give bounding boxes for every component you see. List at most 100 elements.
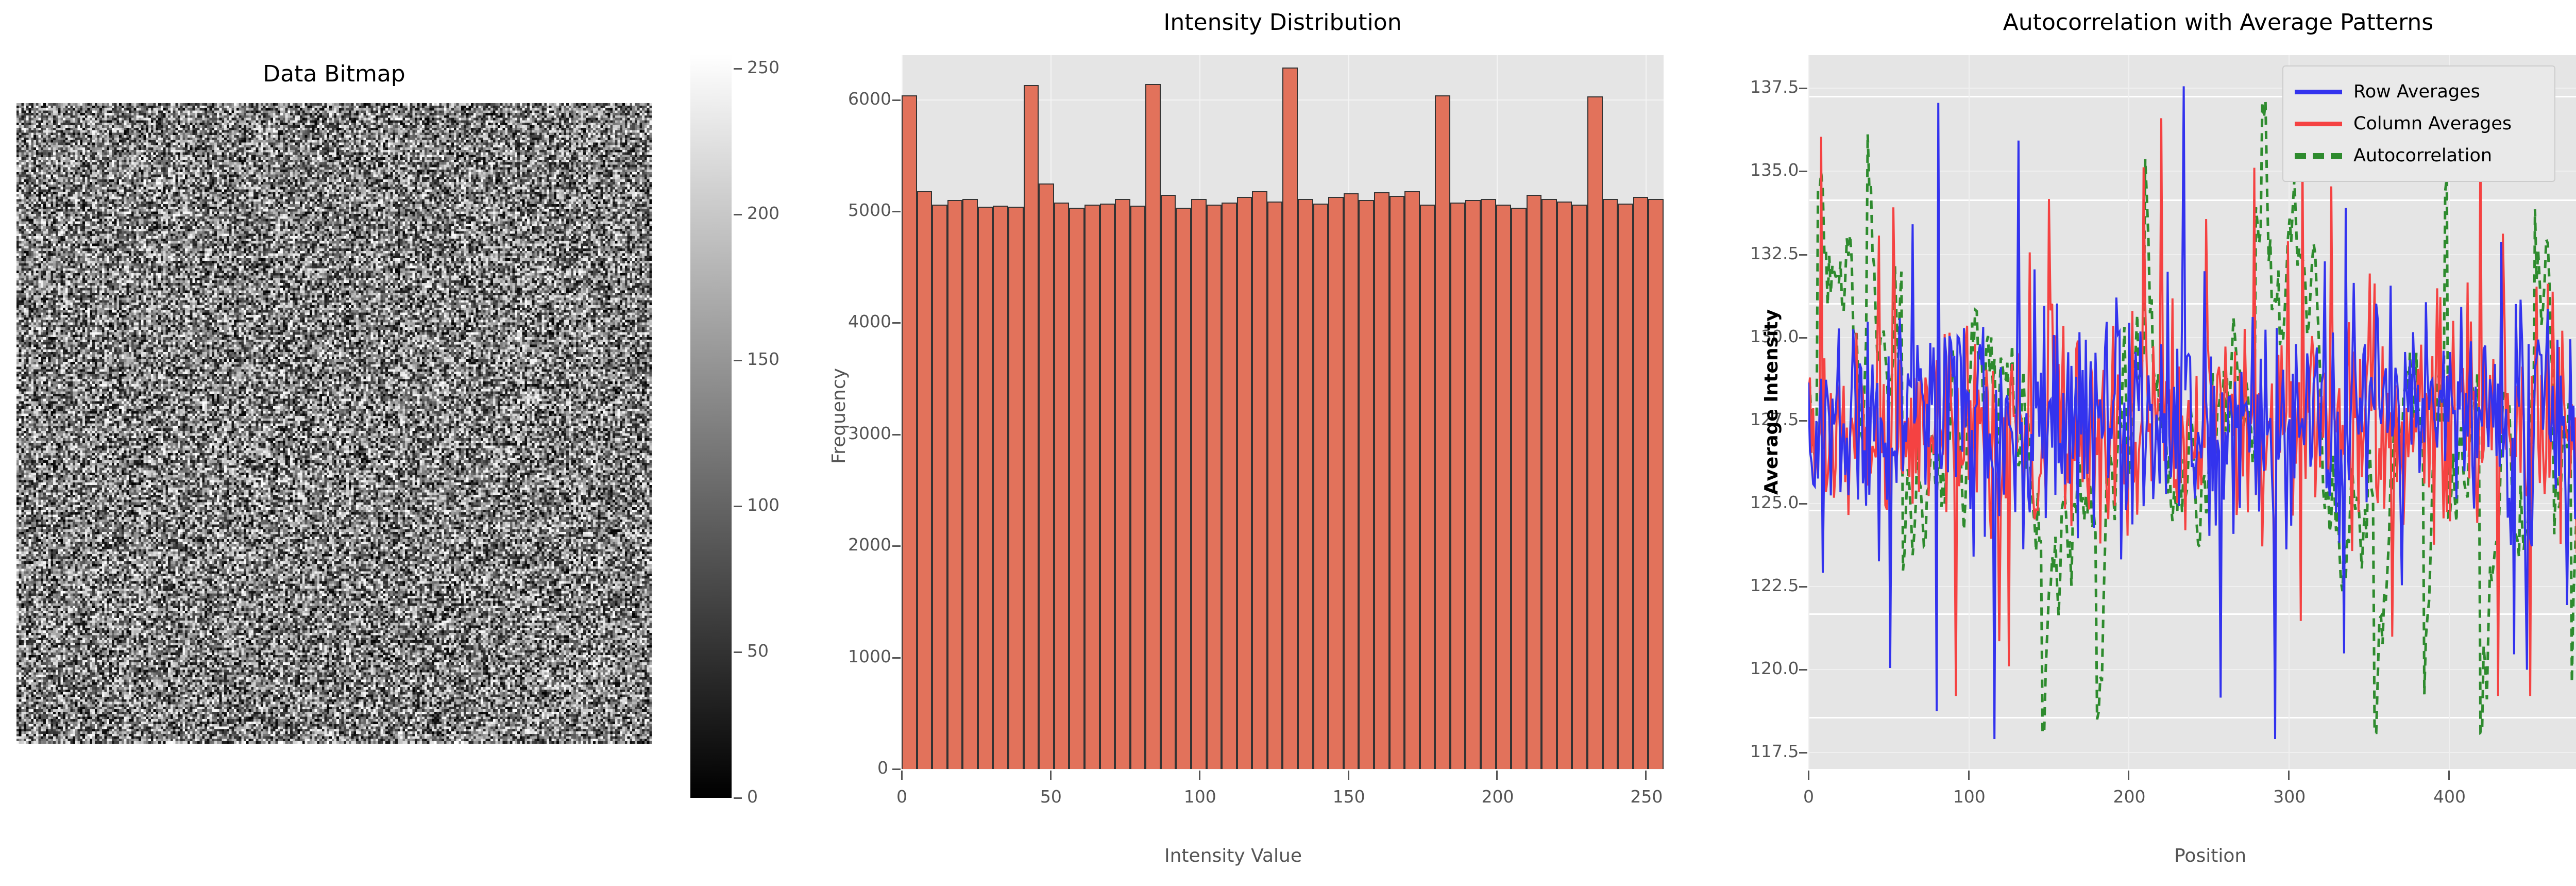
colorbar-tick-label: 150 [747,349,779,370]
histogram-bar [1145,84,1161,769]
legend-label: Row Averages [2353,81,2480,102]
x-tick-label: 200 [2113,787,2146,807]
histogram-bar [1419,204,1435,769]
left-y-tickmark [1799,420,1807,422]
left-y-tick-label: 127.5 [1750,409,1799,429]
x-tick-label: 300 [2273,787,2306,807]
x-tickmark [2288,771,2290,780]
left-y-tickmark [1799,751,1807,754]
autocorrelation-left-y-axis-label: Average Intensity [1761,309,1782,495]
histogram-bar [1039,183,1054,769]
y-tick-label: 5000 [848,199,891,220]
histogram-bar [993,206,1009,769]
y-tickmark [892,545,901,547]
x-tick-label: 100 [1183,787,1216,807]
gridline-left-axis [1808,171,2576,172]
y-tickmark [892,768,901,770]
histogram-bar [1511,208,1527,769]
x-tickmark [901,771,903,780]
trace-row-averages [1808,86,2576,740]
histogram-bar [1633,196,1649,769]
colorbar-tick-label: 100 [747,495,779,515]
gridline-left-axis [1808,503,2576,504]
x-tickmark [2128,771,2130,780]
histogram-bar [1450,202,1466,769]
histogram-bar [1618,203,1633,769]
colorbar-tickmark [734,797,742,799]
histogram-bar [1602,199,1618,769]
panel-autocorrelation: Autocorrelation with Average Patterns 1e… [1750,0,2576,886]
legend-label: Autocorrelation [2353,145,2493,166]
histogram-plot-area [902,55,1664,770]
gridline-left-axis [1808,668,2576,670]
panel-data-bitmap: Data Bitmap 250 200 150 100 50 0 [0,0,779,886]
histogram-bar [902,95,917,769]
gridline-left-axis [1808,88,2576,89]
bitmap-image [16,103,652,744]
colorbar-tickmark [734,68,742,70]
panel-intensity-histogram: Intensity Distribution 0 1000 2000 3000 4000… [773,0,1752,886]
gridline-right-axis [1808,510,2576,512]
histogram-bar [947,200,963,769]
left-y-tick-label: 120.0 [1750,658,1799,678]
colorbar-tick-label: 0 [747,787,758,807]
autocorrelation-legend: Row Averages Column Averages Autocorrelati… [2282,65,2555,182]
histogram-bar [1404,191,1420,769]
autocorrelation-plot-area [1808,55,2576,769]
histogram-bar [1374,192,1389,769]
histogram-bar [932,204,947,769]
histogram-bar [1313,203,1329,769]
histogram-bar [1435,95,1450,769]
left-y-tickmark [1799,503,1807,505]
y-tickmark [892,322,901,324]
colorbar-gradient [690,54,732,798]
histogram-bar [1008,207,1024,769]
legend-line-icon [2295,121,2342,126]
x-tick-label: 50 [1040,787,1062,807]
histogram-bar [1648,199,1664,769]
histogram-bar [1465,200,1481,769]
legend-item[interactable]: Row Averages [2295,76,2543,108]
histogram-bar [1389,195,1405,769]
histogram-bar [1480,199,1496,769]
histogram-x-axis-label: Intensity Value [1164,845,1302,866]
legend-item[interactable]: Autocorrelation [2295,140,2543,172]
histogram-bar [1587,96,1603,769]
x-tickmark [1968,771,1970,780]
histogram-bars [902,55,1664,769]
histogram-bar [1252,191,1267,769]
histogram-bar [1267,201,1283,769]
bitmap-title: Data Bitmap [263,61,405,87]
colorbar-tickmark [734,360,742,362]
gridline-right-axis [1808,303,2576,305]
histogram-bar [1099,203,1115,769]
y-tickmark [892,657,901,659]
gridline-left-axis [1808,420,2576,421]
left-y-tickmark [1799,171,1807,173]
x-tick-label: 200 [1481,787,1514,807]
histogram-bar [1206,204,1222,769]
left-y-tickmark [1799,254,1807,256]
histogram-bar [1556,201,1572,769]
gridline-horizontal [902,768,1664,770]
x-tickmark [1645,771,1647,780]
y-tickmark [892,99,901,101]
left-y-tick-label: 137.5 [1750,77,1799,97]
y-tick-label: 4000 [848,311,891,332]
colorbar-tick-label: 250 [747,57,779,78]
colorbar-tick-label: 200 [747,203,779,224]
x-tickmark [1347,771,1349,780]
x-tickmark [1496,771,1498,780]
x-tick-label: 150 [1332,787,1365,807]
legend-label: Column Averages [2353,113,2512,134]
gridline-left-axis [1808,586,2576,587]
legend-item[interactable]: Column Averages [2295,108,2543,140]
left-y-tick-label: 122.5 [1750,575,1799,595]
colorbar-tick-label: 50 [747,641,769,661]
left-y-tickmark [1799,337,1807,339]
x-tick-label: 250 [1630,787,1663,807]
histogram-bar [917,191,933,769]
histogram-title: Intensity Distribution [1163,9,1402,36]
x-tickmark [1808,771,1809,780]
histogram-bar [1526,194,1542,769]
